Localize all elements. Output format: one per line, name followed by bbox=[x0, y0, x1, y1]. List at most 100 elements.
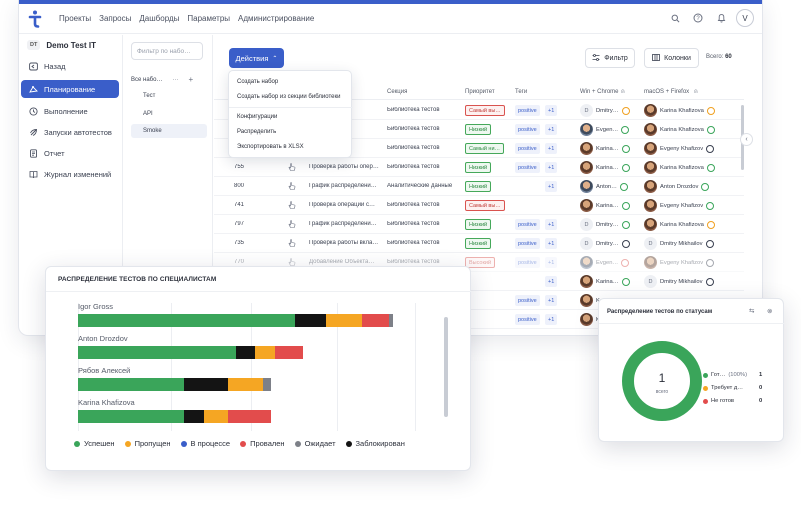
user-avatar[interactable]: V bbox=[736, 9, 754, 27]
assignee-win-chrome[interactable]: Evgen… bbox=[580, 122, 630, 137]
legend-item[interactable]: В процессе bbox=[180, 439, 230, 448]
menu-item-configurations[interactable]: Конфигурации bbox=[237, 114, 278, 120]
tag-badge[interactable]: positive bbox=[515, 314, 540, 325]
bar-segment[interactable] bbox=[78, 378, 185, 391]
assignee-macos-firefox[interactable]: Evgeny Khafizov bbox=[644, 255, 715, 270]
sidebar-item-report[interactable]: Отчет bbox=[21, 144, 119, 162]
suite-filter-input[interactable]: Фильтр по набо… bbox=[131, 42, 203, 60]
assignee-macos-firefox[interactable]: Karina Khafizova bbox=[644, 103, 715, 118]
filter-button[interactable]: Фильтр bbox=[585, 48, 635, 68]
tag-more-badge[interactable]: +1 bbox=[545, 143, 558, 154]
settings-icon[interactable]: ⇆ bbox=[749, 308, 755, 315]
bar-segment[interactable] bbox=[275, 346, 303, 359]
row-name[interactable]: Проверка операций с… bbox=[309, 202, 375, 208]
assignee-macos-firefox[interactable]: Karina Khafizova bbox=[644, 217, 715, 232]
legend-item[interactable]: Пропущен bbox=[124, 439, 171, 448]
tag-badge[interactable]: positive bbox=[515, 124, 540, 135]
tag-badge[interactable]: positive bbox=[515, 219, 540, 230]
sidebar-item-journal[interactable]: Журнал изменений bbox=[21, 165, 119, 183]
tag-badge[interactable]: positive bbox=[515, 143, 540, 154]
bar-segment[interactable] bbox=[263, 378, 272, 391]
row-name[interactable]: График распределени… bbox=[309, 221, 377, 227]
table-row[interactable]: +1 Karina… D Dmitry Mikhailov bbox=[214, 272, 744, 291]
tree-root[interactable]: Все набо… ··· + bbox=[131, 75, 193, 84]
columns-button[interactable]: Колонки bbox=[644, 48, 699, 68]
sidebar-item-back[interactable]: Назад bbox=[21, 57, 119, 75]
menu-item-export-xlsx[interactable]: Экспортировать в XLSX bbox=[237, 144, 304, 150]
tree-item[interactable]: Тест bbox=[143, 93, 156, 99]
bar-segment[interactable] bbox=[255, 346, 275, 359]
assignee-macos-firefox[interactable]: Anton Drozdov bbox=[644, 179, 710, 194]
table-row[interactable]: 755 Проверка работы опер… Библиотека тесто… bbox=[214, 158, 744, 177]
sidebar-item-planning[interactable]: Планирование bbox=[21, 80, 119, 98]
legend-item[interactable]: Провален bbox=[240, 439, 285, 448]
assignee-win-chrome[interactable]: D Dmitry… bbox=[580, 217, 630, 232]
tag-badge[interactable]: positive bbox=[515, 257, 540, 268]
row-name[interactable]: Проверка работы вкла… bbox=[309, 240, 379, 246]
bar-segment[interactable] bbox=[361, 314, 390, 327]
bar-segment[interactable] bbox=[227, 378, 264, 391]
bar-segment[interactable] bbox=[184, 378, 228, 391]
project-header[interactable]: DT Demo Test IT bbox=[27, 40, 96, 50]
assignee-win-chrome[interactable]: D Dmitry… bbox=[580, 103, 630, 118]
table-row[interactable]: …пред…Библиотека тестовНизкийpositive+1E… bbox=[214, 120, 744, 139]
donut-legend-item[interactable]: Требует д… 0 bbox=[703, 385, 762, 391]
tag-more-badge[interactable]: +1 bbox=[545, 162, 558, 173]
bell-icon[interactable] bbox=[713, 10, 729, 26]
hand-icon[interactable] bbox=[288, 163, 296, 171]
bar-segment[interactable] bbox=[389, 314, 394, 327]
nav-parameters[interactable]: Параметры bbox=[187, 14, 231, 23]
menu-item-create-from-library[interactable]: Создать набор из секции библиотеки bbox=[237, 94, 341, 100]
add-icon[interactable]: + bbox=[188, 75, 194, 84]
bar-segment[interactable] bbox=[227, 410, 272, 423]
bar-segment[interactable] bbox=[294, 314, 327, 327]
legend-item[interactable]: Ожидает bbox=[294, 439, 336, 448]
hand-icon[interactable] bbox=[288, 220, 296, 228]
hand-icon[interactable] bbox=[288, 182, 296, 190]
row-name[interactable]: Добавление Объекта… bbox=[309, 259, 375, 265]
donut-legend-item[interactable]: Гот… (100%) 1 bbox=[703, 372, 762, 378]
nav-administration[interactable]: Администрирование bbox=[238, 14, 315, 23]
menu-item-distribute[interactable]: Распределить bbox=[237, 129, 277, 135]
assignee-macos-firefox[interactable]: Evgeny Khafizov bbox=[644, 198, 715, 213]
tag-badge[interactable]: positive bbox=[515, 295, 540, 306]
bar-segment[interactable] bbox=[78, 346, 236, 359]
nav-projects[interactable]: Проекты bbox=[59, 14, 92, 23]
close-icon[interactable]: ⊗ bbox=[767, 308, 773, 315]
bar-segment[interactable] bbox=[204, 410, 228, 423]
tree-item[interactable]: API bbox=[143, 111, 153, 117]
legend-item[interactable]: Заблокирован bbox=[345, 439, 405, 448]
bar-segment[interactable] bbox=[78, 314, 295, 327]
sidebar-item-execution[interactable]: Выполнение bbox=[21, 102, 119, 120]
assignee-win-chrome[interactable]: Karina… bbox=[580, 274, 630, 289]
search-icon[interactable] bbox=[667, 10, 683, 26]
assignee-macos-firefox[interactable]: Karina Khafizova bbox=[644, 160, 715, 175]
tag-more-badge[interactable]: +1 bbox=[545, 257, 558, 268]
assign-icon[interactable]: ⍝ bbox=[694, 89, 698, 95]
chart-scrollbar[interactable] bbox=[444, 317, 448, 417]
header-macos-firefox[interactable]: macOS + Firefox bbox=[644, 89, 690, 95]
header-win-chrome[interactable]: Win + Chrome bbox=[580, 89, 619, 95]
assignee-win-chrome[interactable]: Karina… bbox=[580, 198, 630, 213]
table-row[interactable]: 797 График распределени… Библиотека тестов… bbox=[214, 215, 744, 234]
tag-more-badge[interactable]: +1 bbox=[545, 276, 558, 287]
tag-more-badge[interactable]: +1 bbox=[545, 238, 558, 249]
tree-item-selected[interactable]: Smoke bbox=[143, 128, 162, 134]
donut-slice[interactable] bbox=[622, 341, 702, 421]
assignee-win-chrome[interactable]: Anton… bbox=[580, 179, 628, 194]
table-row[interactable]: 735 Проверка работы вкла… Библиотека тесто… bbox=[214, 234, 744, 253]
menu-item-create-suite[interactable]: Создать набор bbox=[237, 79, 279, 85]
actions-button[interactable]: Действия ⌃ bbox=[229, 48, 284, 68]
sidebar-item-autotests[interactable]: Запуски автотестов bbox=[21, 123, 119, 141]
tag-badge[interactable]: positive bbox=[515, 238, 540, 249]
tag-more-badge[interactable]: +1 bbox=[545, 314, 558, 325]
more-icon[interactable]: ··· bbox=[172, 76, 179, 83]
hand-icon[interactable] bbox=[288, 239, 296, 247]
assignee-macos-firefox[interactable]: Evgeny Khafizov bbox=[644, 141, 715, 156]
tag-badge[interactable]: positive bbox=[515, 162, 540, 173]
bar-segment[interactable] bbox=[235, 346, 256, 359]
bar-segment[interactable] bbox=[326, 314, 362, 327]
assignee-win-chrome[interactable]: Evgen… bbox=[580, 255, 630, 270]
assignee-macos-firefox[interactable]: D Dmitry Mikhailov bbox=[644, 236, 714, 251]
